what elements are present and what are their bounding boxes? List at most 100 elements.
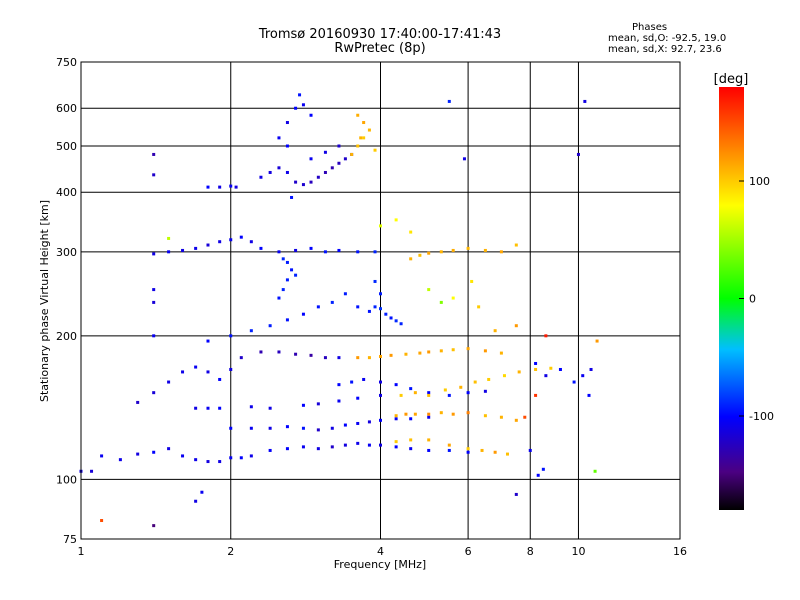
y-tick-label: 100	[56, 473, 77, 486]
data-point	[427, 448, 431, 452]
data-point	[229, 184, 233, 188]
data-point	[373, 148, 377, 152]
data-point	[277, 166, 281, 170]
data-point	[409, 438, 413, 442]
data-point	[362, 377, 366, 381]
data-point	[285, 318, 289, 322]
data-point	[90, 469, 94, 473]
data-point	[451, 412, 455, 416]
data-point	[483, 389, 487, 393]
y-axis-ticks: 75 100 200 300 400 500 600 750	[56, 56, 77, 546]
data-point	[118, 458, 122, 462]
data-point	[309, 246, 313, 250]
data-point	[466, 347, 470, 351]
data-point	[249, 240, 253, 244]
data-point	[218, 240, 222, 244]
data-point	[167, 250, 171, 254]
data-point	[323, 170, 327, 174]
data-point	[409, 387, 413, 391]
chart-subtitle: RwPretec (8p)	[334, 41, 426, 56]
data-point	[389, 353, 393, 357]
data-point	[447, 448, 451, 452]
data-point	[259, 246, 263, 250]
data-point	[514, 324, 518, 328]
data-point	[413, 412, 417, 416]
data-point	[418, 351, 422, 355]
data-point	[323, 150, 327, 154]
data-point	[285, 144, 289, 148]
data-point	[466, 447, 470, 451]
data-point	[337, 356, 341, 360]
phase-stats-o: mean, sd,O: -92.5, 19.0	[608, 33, 727, 44]
data-point	[337, 144, 341, 148]
data-point	[316, 428, 320, 432]
data-point	[343, 157, 347, 161]
data-point	[277, 350, 281, 354]
data-point	[394, 440, 398, 444]
data-point	[394, 218, 398, 222]
data-point	[194, 499, 198, 503]
data-point	[316, 175, 320, 179]
data-point	[323, 250, 327, 254]
data-point	[337, 161, 341, 165]
data-point	[409, 230, 413, 234]
data-point	[367, 309, 371, 313]
data-point	[206, 339, 210, 343]
data-point	[356, 356, 360, 360]
data-point	[367, 443, 371, 447]
data-point	[514, 243, 518, 247]
data-point	[470, 279, 474, 283]
data-point	[558, 367, 562, 371]
data-point	[152, 450, 156, 454]
colorbar-tick-label: 100	[749, 175, 770, 188]
data-point	[277, 250, 281, 254]
data-point	[466, 391, 470, 395]
data-point	[239, 356, 243, 360]
data-point	[281, 288, 285, 292]
data-point	[427, 350, 431, 354]
data-point	[356, 421, 360, 425]
data-point	[316, 447, 320, 451]
data-point	[194, 406, 198, 410]
data-point	[249, 329, 253, 333]
data-point	[499, 250, 503, 254]
data-point	[309, 353, 313, 357]
data-point	[194, 246, 198, 250]
data-point	[194, 365, 198, 369]
data-point	[480, 448, 484, 452]
data-point	[466, 411, 470, 415]
x-tick-label: 10	[571, 545, 585, 558]
data-point	[301, 312, 305, 316]
data-point	[572, 380, 576, 384]
data-point	[234, 185, 238, 189]
data-point	[394, 414, 398, 418]
data-point	[583, 99, 587, 103]
data-point	[367, 420, 371, 424]
data-point	[418, 253, 422, 257]
data-point	[100, 454, 104, 458]
data-point	[239, 456, 243, 460]
data-point	[167, 447, 171, 451]
data-point	[343, 423, 347, 427]
data-point	[528, 448, 532, 452]
data-point	[181, 454, 185, 458]
data-point	[285, 447, 289, 451]
data-point	[294, 248, 298, 252]
data-point	[394, 445, 398, 449]
data-point	[389, 316, 393, 320]
data-point	[493, 329, 497, 333]
data-point	[206, 370, 210, 374]
x-tick-label: 1	[78, 545, 85, 558]
data-point	[290, 268, 294, 272]
data-point	[514, 492, 518, 496]
data-point	[268, 448, 272, 452]
chart-title: Tromsø 20160930 17:40:00-17:41:43	[258, 27, 502, 42]
data-point	[427, 415, 431, 419]
data-point	[285, 260, 289, 264]
data-point	[544, 374, 548, 378]
data-point	[356, 441, 360, 445]
data-point	[337, 399, 341, 403]
data-point	[367, 128, 371, 132]
data-point	[487, 377, 491, 381]
